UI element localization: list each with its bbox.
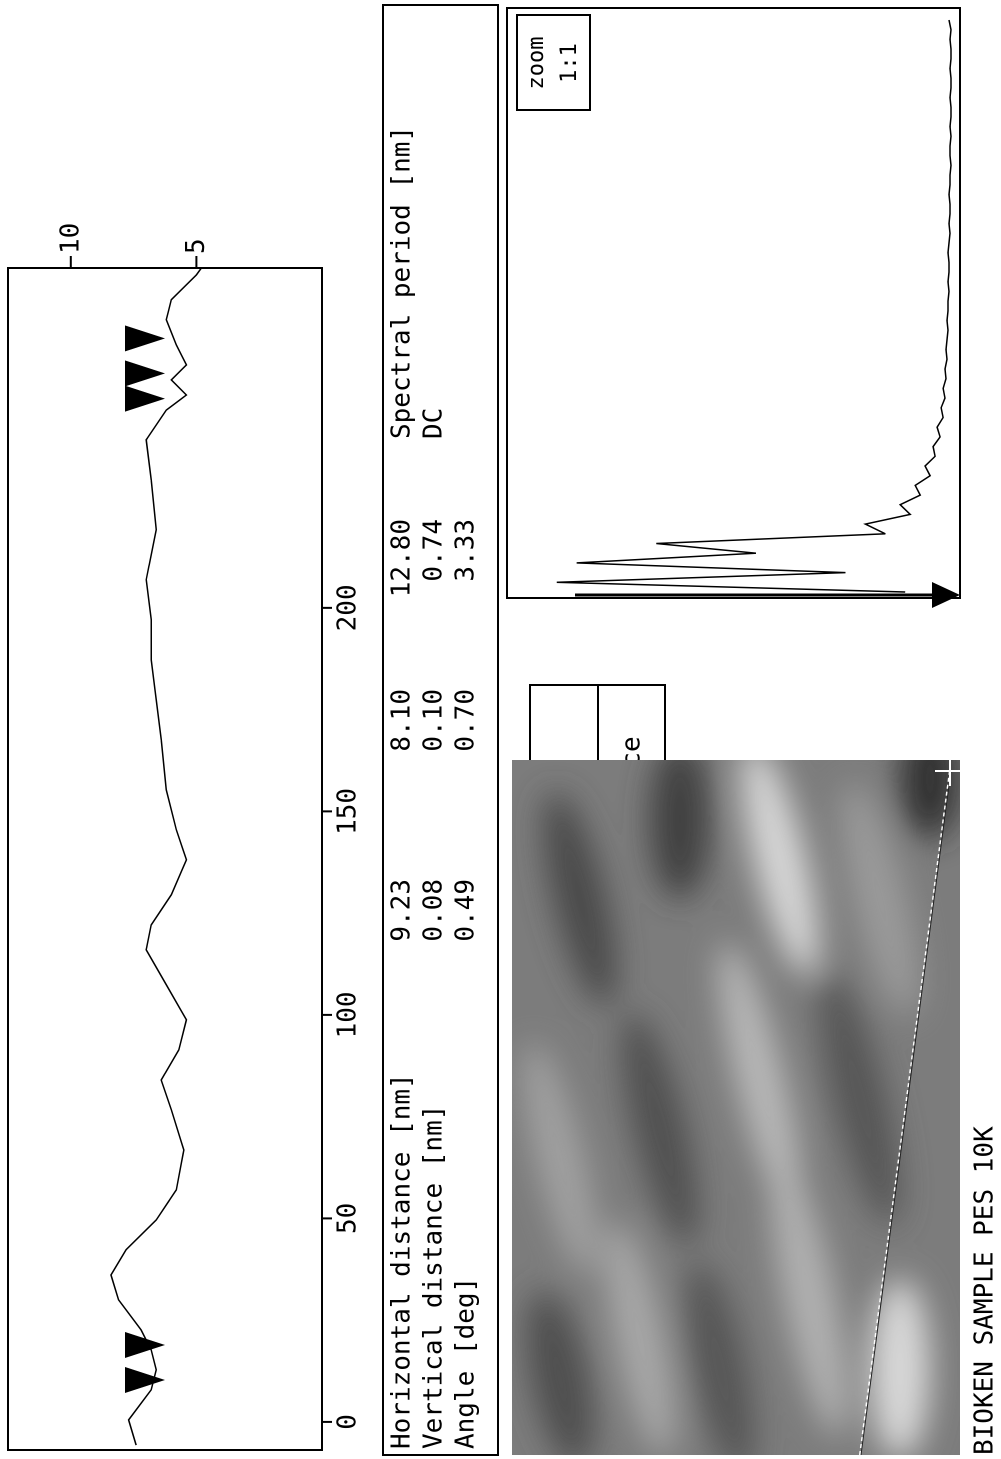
x-tick-label: 200 xyxy=(333,584,363,631)
afm-image xyxy=(508,719,965,1459)
value: 0.49 xyxy=(451,879,481,942)
cursor-marker xyxy=(125,325,165,351)
y-tick-label: 5 xyxy=(181,238,211,254)
row-label: DC xyxy=(419,408,449,439)
x-tick-label: 50 xyxy=(333,1203,363,1234)
spectrum-line xyxy=(557,20,951,592)
spectrum-frame xyxy=(507,8,960,598)
screen: fixed distance zoom 1:1 xyxy=(0,0,1001,1459)
value: 0.10 xyxy=(419,689,449,752)
x-tick-label: 100 xyxy=(333,991,363,1038)
value: 0.70 xyxy=(451,689,481,752)
cursor-marker xyxy=(125,386,165,412)
cursor-marker xyxy=(125,360,165,386)
value: 3.33 xyxy=(451,519,481,582)
caption: BIOKEN SAMPLE PES 10K xyxy=(970,1126,1000,1455)
row-label: Vertical distance [nm] xyxy=(419,1105,449,1449)
cursor-marker xyxy=(125,1332,165,1358)
value: 0.08 xyxy=(419,879,449,942)
rotated-view: fixed distance zoom 1:1 xyxy=(8,5,1000,1459)
zoom-label: zoom xyxy=(524,37,549,90)
row-label: Spectral period [nm] xyxy=(387,126,417,439)
x-tick-label: 150 xyxy=(333,788,363,835)
x-tick-label: 0 xyxy=(333,1414,363,1430)
zoom-ratio: 1:1 xyxy=(557,43,582,83)
y-tick-label: 10 xyxy=(55,223,85,254)
value: 9.23 xyxy=(387,879,417,942)
page: fixed distance zoom 1:1 xyxy=(0,0,1001,1459)
cursor-marker xyxy=(125,1367,165,1393)
value: 0.74 xyxy=(419,519,449,582)
value: 8.10 xyxy=(387,689,417,752)
profile-line xyxy=(111,268,201,1445)
profile-frame xyxy=(8,268,322,1450)
value: 12.80 xyxy=(387,519,417,597)
row-label: Horizontal distance [nm] xyxy=(387,1073,417,1449)
row-label: Angle [deg] xyxy=(451,1277,481,1449)
spectrum-cursor-arrow xyxy=(932,582,960,608)
